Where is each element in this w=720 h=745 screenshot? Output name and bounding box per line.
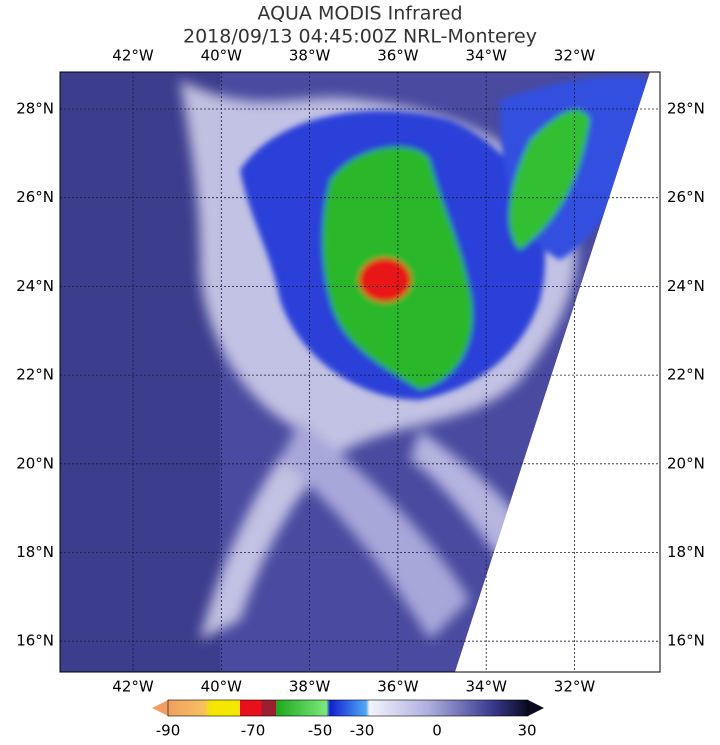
lon-label-bottom: 36°W [377,678,419,696]
colorbar-high [528,700,544,716]
lon-label-bottom: 38°W [289,678,331,696]
colorbar-low [152,700,168,716]
lat-label-right: 16°N [667,632,705,650]
colorbar [168,700,528,716]
title: AQUA MODIS Infrared [257,3,462,25]
lat-label-left: 24°N [16,277,54,295]
lon-label-top: 40°W [201,47,243,65]
lat-label-right: 18°N [667,543,705,561]
colorbar-label: -50 [308,722,333,740]
no-data [455,72,660,672]
lat-label-left: 20°N [16,454,54,472]
lon-label-bottom: 42°W [112,678,154,696]
colorbar-label: 0 [432,722,442,740]
lat-label-right: 22°N [667,366,705,384]
lat-label-right: 28°N [667,100,705,118]
lon-label-top: 42°W [112,47,154,65]
lat-label-left: 16°N [16,632,54,650]
colorbar-label: -90 [156,722,181,740]
lon-label-bottom: 34°W [465,678,507,696]
colorbar-label: -70 [241,722,266,740]
lon-label-bottom: 32°W [554,678,596,696]
colorbar-label: 30 [517,722,536,740]
colorbar-frame [167,699,529,717]
lat-label-left: 18°N [16,543,54,561]
lat-label-left: 22°N [16,366,54,384]
graticule [60,72,660,672]
lon-label-top: 36°W [377,47,419,65]
lat-label-right: 24°N [667,277,705,295]
subtitle: 2018/09/13 04:45:00Z NRL-Monterey [183,26,537,48]
lon-label-top: 38°W [289,47,331,65]
lat-label-left: 26°N [16,188,54,206]
colorbar-label: -30 [350,722,375,740]
map-frame [59,71,661,673]
lon-label-bottom: 40°W [201,678,243,696]
lon-label-top: 34°W [465,47,507,65]
lat-label-right: 26°N [667,188,705,206]
lat-label-left: 28°N [16,100,54,118]
lon-label-top: 32°W [554,47,596,65]
lat-label-right: 20°N [667,454,705,472]
